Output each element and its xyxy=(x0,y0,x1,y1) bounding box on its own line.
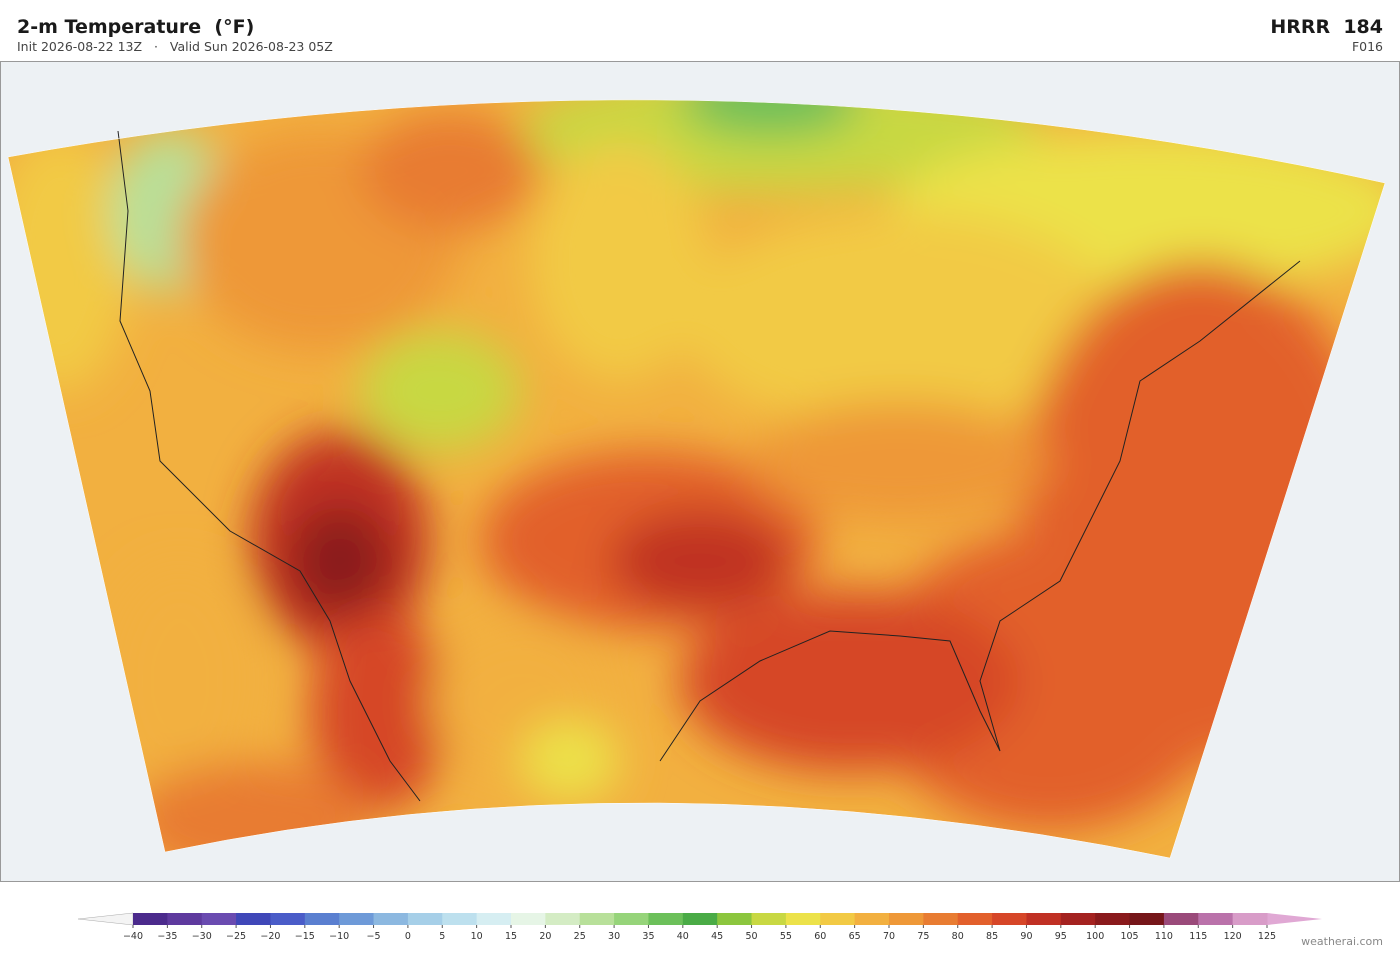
tick-label: 20 xyxy=(539,931,551,942)
temperature-field xyxy=(8,99,1385,858)
tick-label: 55 xyxy=(780,931,792,942)
model-label: HRRR 184 xyxy=(1270,16,1383,38)
color-swatch xyxy=(717,913,753,925)
tick-label: 25 xyxy=(574,931,586,942)
tick-label: 120 xyxy=(1224,931,1242,942)
color-swatch xyxy=(1129,913,1165,925)
tick-label: −20 xyxy=(260,931,280,942)
color-swatch xyxy=(339,913,375,925)
tick-label: 90 xyxy=(1020,931,1032,942)
tick-label: 125 xyxy=(1258,931,1276,942)
east-coast xyxy=(659,260,1301,762)
color-swatch xyxy=(751,913,787,925)
color-swatch xyxy=(1232,913,1268,925)
over-arrow xyxy=(1267,913,1322,925)
subtitle: Init 2026-08-22 13Z · Valid Sun 2026-08-… xyxy=(17,39,333,54)
tick-label: 45 xyxy=(711,931,723,942)
color-swatch xyxy=(167,913,203,925)
color-swatch xyxy=(889,913,924,925)
tick-label: 115 xyxy=(1189,931,1207,942)
tick-label: −35 xyxy=(157,931,177,942)
color-swatch xyxy=(442,913,478,925)
tick-label: −5 xyxy=(367,931,381,942)
color-swatch xyxy=(1095,913,1131,925)
valid-time: Valid Sun 2026-08-23 05Z xyxy=(169,39,333,54)
color-swatch xyxy=(1198,913,1234,925)
tick-label: 40 xyxy=(677,931,689,942)
color-swatch xyxy=(1060,913,1096,925)
tick-label: 80 xyxy=(952,931,964,942)
tick-label: 5 xyxy=(439,931,445,942)
tick-label: 110 xyxy=(1155,931,1173,942)
color-swatch xyxy=(236,913,271,925)
tick-label: 35 xyxy=(642,931,654,942)
color-swatch xyxy=(476,913,512,925)
domain-edge xyxy=(7,99,1386,859)
color-swatch xyxy=(201,913,237,925)
color-swatch xyxy=(923,913,959,925)
color-swatch xyxy=(614,913,649,925)
title: 2-m Temperature (°F) xyxy=(17,16,255,38)
tick-label: 105 xyxy=(1120,931,1138,942)
tick-label: 15 xyxy=(505,931,517,942)
tick-label: 0 xyxy=(405,931,411,942)
color-swatch xyxy=(992,913,1027,925)
tick-label: 30 xyxy=(608,931,620,942)
color-swatch xyxy=(682,913,718,925)
color-swatch xyxy=(579,913,615,925)
color-swatch xyxy=(270,913,306,925)
color-swatch xyxy=(545,913,581,925)
tick-label: −25 xyxy=(226,931,246,942)
color-swatch xyxy=(648,913,684,925)
color-swatch xyxy=(1163,913,1199,925)
tick-label: 100 xyxy=(1086,931,1104,942)
forecast-hour: F016 xyxy=(1351,39,1383,54)
separator: · xyxy=(153,39,158,54)
tick-label: −30 xyxy=(192,931,212,942)
color-swatch xyxy=(511,913,546,925)
under-arrow xyxy=(77,912,134,926)
init-time: Init 2026-08-22 13Z xyxy=(17,39,143,54)
color-swatch xyxy=(957,913,993,925)
tick-label: 10 xyxy=(471,931,483,942)
color-swatch xyxy=(785,913,821,925)
color-swatch xyxy=(820,913,856,925)
colorbar: −40 −35 −30 −25 −20 −15 −10 −5 0 5 10 15 20 25 30 35 40 4… xyxy=(77,912,1322,942)
tick-label: 70 xyxy=(883,931,895,942)
west-coast xyxy=(117,130,421,802)
color-swatch xyxy=(373,913,409,925)
color-swatch xyxy=(407,913,443,925)
color-swatch xyxy=(304,913,340,925)
tick-label: −40 xyxy=(123,931,143,942)
tick-label: −15 xyxy=(295,931,315,942)
color-swatch xyxy=(133,913,168,925)
tick-label: −10 xyxy=(329,931,349,942)
tick-label: 50 xyxy=(745,931,757,942)
credit: weatherai.com xyxy=(1301,935,1383,948)
coastlines xyxy=(117,130,1301,802)
tick-label: 85 xyxy=(986,931,998,942)
tick-label: 65 xyxy=(849,931,861,942)
tick-label: 95 xyxy=(1055,931,1067,942)
color-swatch xyxy=(854,913,890,925)
field-blobs xyxy=(8,99,1385,858)
tick-label: 60 xyxy=(814,931,826,942)
color-swatch xyxy=(1026,913,1062,925)
tick-label: 75 xyxy=(917,931,929,942)
map xyxy=(0,61,1400,882)
